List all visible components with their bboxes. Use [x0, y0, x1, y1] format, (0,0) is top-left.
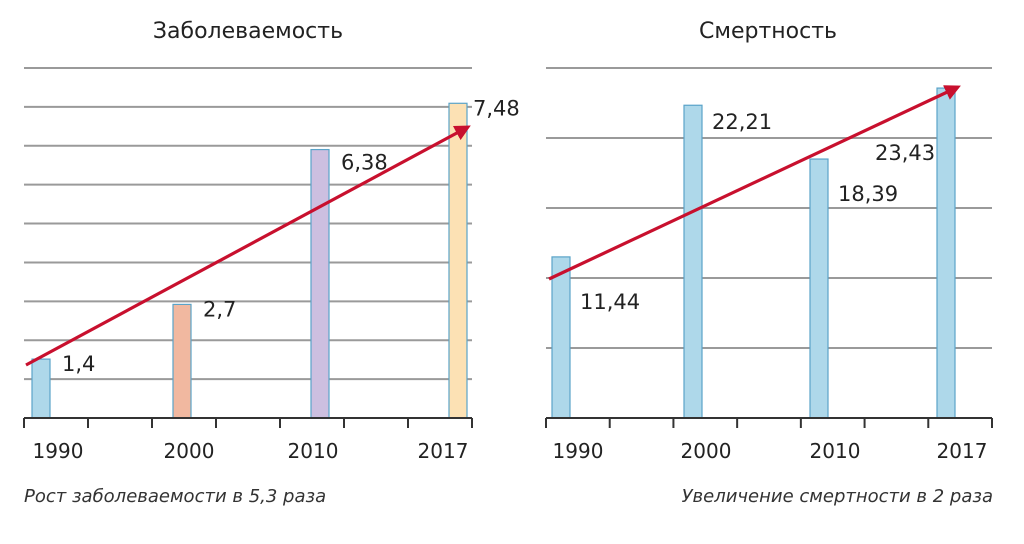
incidence-bars: [31, 102, 468, 419]
x-tick-label-2017: 2017: [937, 439, 988, 463]
bar-2010: [310, 148, 330, 419]
incidence-value-labels: 1,4 2,7 6,38 7,48: [62, 96, 520, 376]
bar-2017: [448, 102, 468, 419]
mortality-caption: Увеличение смертности в 2 раза: [682, 486, 993, 507]
mortality-chart: Смертность 1990 2000 2010 2017 11,44 22,21 18…: [545, 19, 993, 507]
bar-1990: [551, 256, 571, 419]
mortality-x-axis: 1990 2000 2010 2017: [545, 417, 993, 463]
data-label-1990: 1,4: [62, 352, 95, 376]
mortality-value-labels: 11,44 22,21 18,39 23,43: [580, 110, 935, 314]
x-tick-label-1990: 1990: [33, 439, 84, 463]
mortality-grid: [546, 67, 992, 349]
data-label-2017: 23,43: [875, 141, 935, 165]
incidence-chart: Заболеваемость 1990 2000 2010 2017 1,4 2,7 6,…: [23, 19, 520, 507]
x-tick-label-2000: 2000: [164, 439, 215, 463]
x-tick-label-2000: 2000: [681, 439, 732, 463]
mortality-trend-arrow: [548, 85, 961, 281]
trend-arrow-line: [25, 125, 471, 367]
incidence-grid: [24, 67, 472, 381]
bar-2010: [809, 158, 829, 419]
x-tick-label-2010: 2010: [288, 439, 339, 463]
incidence-x-axis: 1990 2000 2010 2017: [23, 417, 473, 463]
x-tick-label-2010: 2010: [810, 439, 861, 463]
data-label-2000: 22,21: [712, 110, 772, 134]
bar-2017: [936, 87, 956, 419]
incidence-trend-arrow: [25, 125, 471, 367]
incidence-caption: Рост заболеваемости в 5,3 раза: [24, 486, 326, 507]
bar-1990: [31, 358, 51, 419]
x-tick-label-1990: 1990: [553, 439, 604, 463]
bar-2000: [172, 303, 192, 419]
bar-2000: [683, 104, 703, 419]
x-tick-label-2017: 2017: [418, 439, 469, 463]
mortality-title: Смертность: [699, 19, 837, 44]
data-label-2017: 7,48: [473, 96, 520, 120]
data-label-2010: 6,38: [341, 151, 388, 175]
data-label-2010: 18,39: [838, 182, 898, 206]
data-label-2000: 2,7: [203, 297, 236, 321]
data-label-1990: 11,44: [580, 290, 640, 314]
incidence-title: Заболеваемость: [153, 19, 343, 44]
trend-arrow-line: [548, 85, 961, 281]
